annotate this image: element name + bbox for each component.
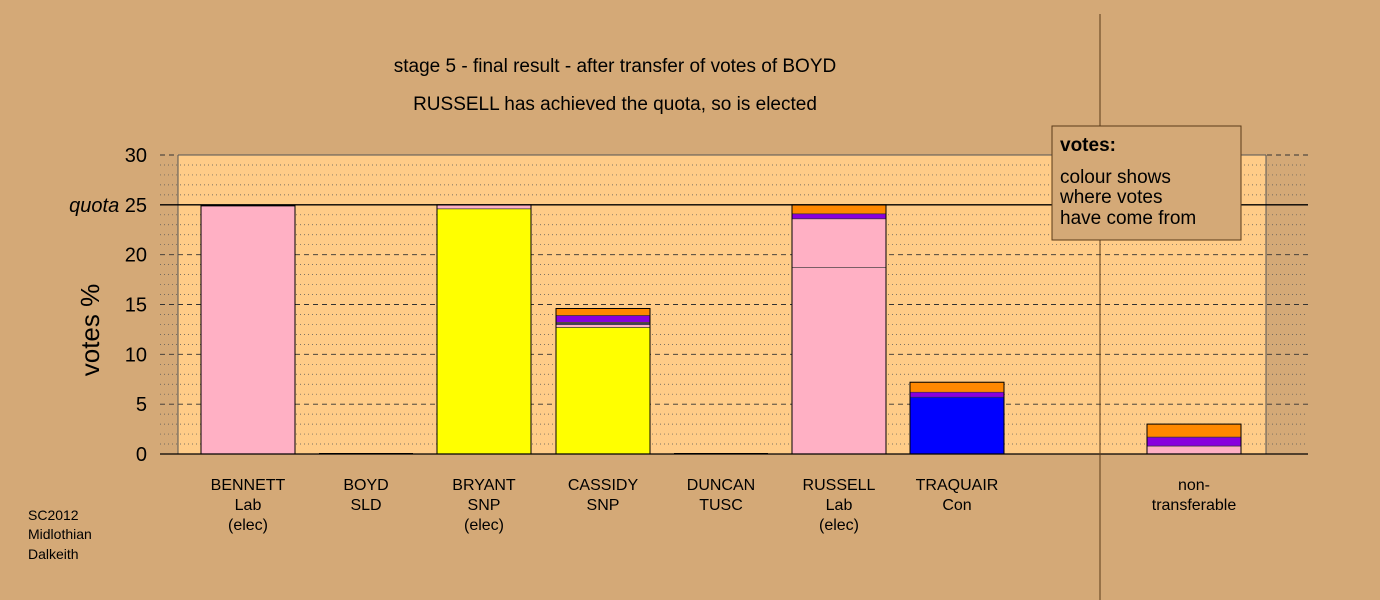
x-tick-label: Lab bbox=[235, 497, 262, 514]
x-tick-label: RUSSELL bbox=[803, 477, 876, 494]
bar-segment bbox=[909, 396, 1005, 455]
bar-segment bbox=[909, 391, 1005, 398]
x-tick-label: Lab bbox=[826, 497, 853, 514]
y-tick-label: 30 bbox=[125, 145, 147, 167]
x-tick-label: BOYD bbox=[343, 477, 388, 494]
bar-segment bbox=[1146, 445, 1242, 455]
y-tick-label: 10 bbox=[125, 344, 147, 366]
y-tick-label: 20 bbox=[125, 245, 147, 267]
bar-segment bbox=[791, 204, 887, 215]
legend-line: have come from bbox=[1060, 208, 1196, 229]
bar-segment bbox=[1146, 423, 1242, 438]
footer-line: Dalkeith bbox=[28, 546, 79, 562]
bar-segment bbox=[791, 267, 887, 455]
bars bbox=[200, 204, 1242, 455]
bar-segment bbox=[1146, 436, 1242, 447]
y-tick-label: quota 25 bbox=[69, 195, 147, 217]
x-tick-label: CASSIDY bbox=[568, 477, 639, 494]
bar-segment bbox=[791, 218, 887, 268]
x-tick-label: SNP bbox=[587, 497, 620, 514]
x-tick-label: (elec) bbox=[464, 517, 504, 534]
footer-line: SC2012 bbox=[28, 507, 79, 523]
legend: votes: colour shows where votes have com… bbox=[1051, 125, 1242, 241]
chart-subtitle: RUSSELL has achieved the quota, so is el… bbox=[413, 94, 817, 115]
x-tick-label: BRYANT bbox=[452, 477, 516, 494]
bar-segment bbox=[555, 315, 651, 323]
x-tick-label: transferable bbox=[1152, 497, 1237, 514]
x-tick-label: non- bbox=[1178, 477, 1210, 494]
y-tick-label: 5 bbox=[136, 394, 147, 416]
bar-segment bbox=[555, 327, 651, 455]
x-tick-label: DUNCAN bbox=[687, 477, 755, 494]
legend-box bbox=[1051, 125, 1242, 241]
x-tick-label: (elec) bbox=[228, 517, 268, 534]
y-tick-label: 15 bbox=[125, 295, 147, 317]
y-tick-labels: 0 5 10 15 20 quota 25 30 bbox=[69, 145, 147, 466]
footer-line: Midlothian bbox=[28, 526, 92, 542]
chart-title: stage 5 - final result - after transfer … bbox=[394, 56, 836, 77]
bar-segment bbox=[909, 381, 1005, 393]
bar-segment bbox=[791, 213, 887, 220]
x-tick-label: Con bbox=[942, 497, 971, 514]
footer: SC2012 Midlothian Dalkeith bbox=[28, 507, 92, 562]
x-tick-label: TUSC bbox=[699, 497, 743, 514]
x-tick-label: TRAQUAIR bbox=[916, 477, 999, 494]
x-tick-label: SLD bbox=[350, 497, 381, 514]
legend-line: colour shows bbox=[1060, 167, 1171, 188]
x-tick-label: (elec) bbox=[819, 517, 859, 534]
bar-segment bbox=[200, 205, 296, 455]
bar-segment bbox=[555, 308, 651, 316]
legend-title: votes: bbox=[1060, 135, 1116, 156]
legend-line: where votes bbox=[1059, 187, 1162, 208]
bar-segment bbox=[436, 208, 532, 455]
x-tick-label: BENNETT bbox=[211, 477, 286, 494]
x-tick-labels: BENNETT Lab (elec) BOYD SLD BRYANT SNP (elec) CA… bbox=[211, 477, 1237, 534]
x-tick-label: SNP bbox=[468, 497, 501, 514]
y-axis-label: votes % bbox=[75, 284, 105, 377]
y-tick-label: 0 bbox=[136, 444, 147, 466]
bar-segment bbox=[555, 324, 651, 328]
